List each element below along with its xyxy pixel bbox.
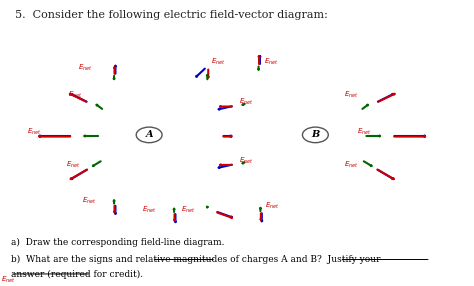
Text: $\mathit{E}_{net}$: $\mathit{E}_{net}$ — [211, 57, 226, 67]
Text: $\mathit{E}_{net}$: $\mathit{E}_{net}$ — [239, 97, 254, 107]
Text: $\mathit{E}_{net}$: $\mathit{E}_{net}$ — [78, 62, 92, 73]
Text: $\mathit{E}_{net}$: $\mathit{E}_{net}$ — [142, 204, 157, 214]
Text: 5.  Consider the following electric field-vector diagram:: 5. Consider the following electric field… — [15, 10, 328, 20]
Text: $\mathit{E}_{net}$: $\mathit{E}_{net}$ — [357, 127, 372, 137]
Text: B: B — [311, 130, 319, 139]
Text: answer (required for credit).: answer (required for credit). — [10, 270, 143, 279]
Text: $\mathit{E}_{net}$: $\mathit{E}_{net}$ — [82, 196, 97, 206]
Text: $\mathit{E}_{net}$: $\mathit{E}_{net}$ — [239, 156, 254, 166]
Text: $\mathit{E}_{net}$: $\mathit{E}_{net}$ — [182, 204, 196, 214]
Text: $\mathit{E}_{net}$: $\mathit{E}_{net}$ — [344, 160, 359, 170]
Text: $\mathit{E}_{net}$: $\mathit{E}_{net}$ — [265, 201, 280, 211]
Text: $\mathit{E}_{net}$: $\mathit{E}_{net}$ — [1, 274, 16, 285]
Text: a)  Draw the corresponding field-line diagram.: a) Draw the corresponding field-line dia… — [10, 238, 224, 247]
Text: $\mathit{E}_{net}$: $\mathit{E}_{net}$ — [68, 90, 83, 100]
Text: b)  What are the signs and relative magnitudes of charges A and B?  Justify your: b) What are the signs and relative magni… — [10, 255, 380, 264]
Text: $\mathit{E}_{net}$: $\mathit{E}_{net}$ — [66, 160, 81, 170]
Text: $\mathit{E}_{net}$: $\mathit{E}_{net}$ — [27, 127, 41, 137]
Text: $\mathit{E}_{net}$: $\mathit{E}_{net}$ — [344, 90, 359, 100]
Text: A: A — [146, 130, 153, 139]
Text: $\mathit{E}_{net}$: $\mathit{E}_{net}$ — [264, 57, 278, 67]
